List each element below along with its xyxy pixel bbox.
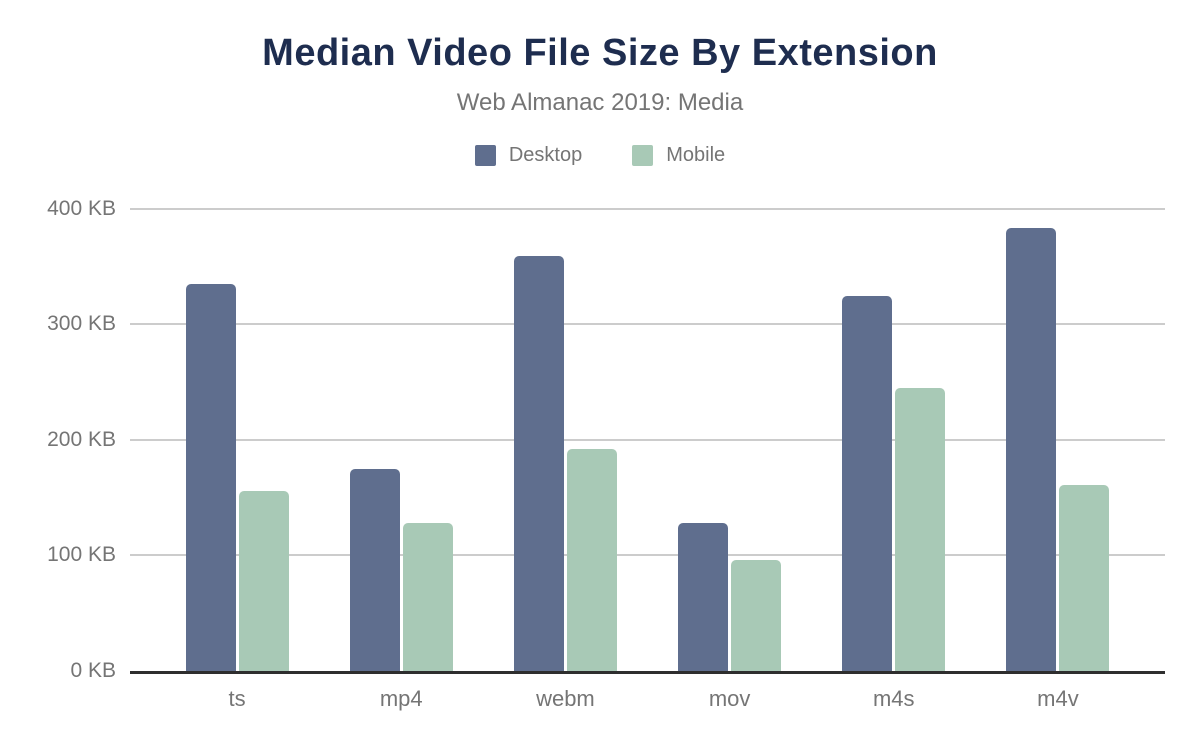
plot-area: ts mp4 webm mov m4s m4v xyxy=(130,207,1165,711)
gridline xyxy=(130,438,1165,441)
bar-chart: 400 KB 300 KB 200 KB 100 KB 0 KB ts mp4 webm mo… xyxy=(0,197,1200,711)
y-tick-label: 0 KB xyxy=(70,658,116,682)
x-axis-label-m4s: m4s xyxy=(872,685,915,711)
legend-label-desktop: Desktop xyxy=(508,143,583,166)
bar-desktop-m4v[interactable] xyxy=(1006,228,1057,671)
desktop-swatch-icon xyxy=(474,144,496,166)
chart-subtitle: Web Almanac 2019: Media xyxy=(456,88,744,116)
bar-desktop-m4s[interactable] xyxy=(842,296,893,671)
mobile-swatch-icon xyxy=(632,144,654,166)
legend-item-desktop[interactable]: Desktop xyxy=(474,143,583,167)
x-axis-label-webm: webm xyxy=(536,685,595,711)
bar-desktop-ts[interactable] xyxy=(185,283,236,671)
x-axis-label-mov: mov xyxy=(708,685,751,711)
x-axis-label-m4v: m4v xyxy=(1037,685,1079,711)
bar-group-mp4: mp4 xyxy=(319,209,483,711)
gridline xyxy=(130,207,1165,210)
bar-mobile-m4v[interactable] xyxy=(1059,484,1110,671)
y-axis: 400 KB 300 KB 200 KB 100 KB 0 KB xyxy=(0,197,130,682)
gridline xyxy=(130,323,1165,326)
bar-groups: ts mp4 webm mov m4s m4v xyxy=(130,209,1165,711)
x-axis-label-ts: ts xyxy=(228,685,246,711)
bar-group-mov: mov xyxy=(648,209,812,711)
bar-desktop-webm[interactable] xyxy=(513,256,564,671)
y-tick-label: 400 KB xyxy=(47,196,116,220)
y-tick-label: 200 KB xyxy=(47,427,116,451)
bar-desktop-mp4[interactable] xyxy=(349,468,400,671)
y-tick-label: 100 KB xyxy=(47,543,116,567)
gridline xyxy=(130,554,1165,557)
bar-mobile-webm[interactable] xyxy=(566,448,617,671)
bar-group-m4s: m4s xyxy=(812,209,976,711)
x-axis-label-mp4: mp4 xyxy=(379,685,423,711)
bar-mobile-mov[interactable] xyxy=(731,559,782,671)
bar-mobile-ts[interactable] xyxy=(238,490,289,671)
bar-desktop-mov[interactable] xyxy=(678,522,729,671)
bar-group-m4v: m4v xyxy=(976,209,1140,711)
legend-label-mobile: Mobile xyxy=(666,143,726,166)
chart-title: Median Video File Size By Extension xyxy=(262,32,938,74)
bar-mobile-m4s[interactable] xyxy=(895,387,946,671)
bar-group-ts: ts xyxy=(155,209,319,711)
legend-item-mobile[interactable]: Mobile xyxy=(632,144,725,167)
legend: Desktop Mobile xyxy=(0,144,1200,167)
bar-group-webm: webm xyxy=(483,209,647,711)
bar-mobile-mp4[interactable] xyxy=(402,522,453,671)
y-tick-label: 300 KB xyxy=(47,312,116,336)
